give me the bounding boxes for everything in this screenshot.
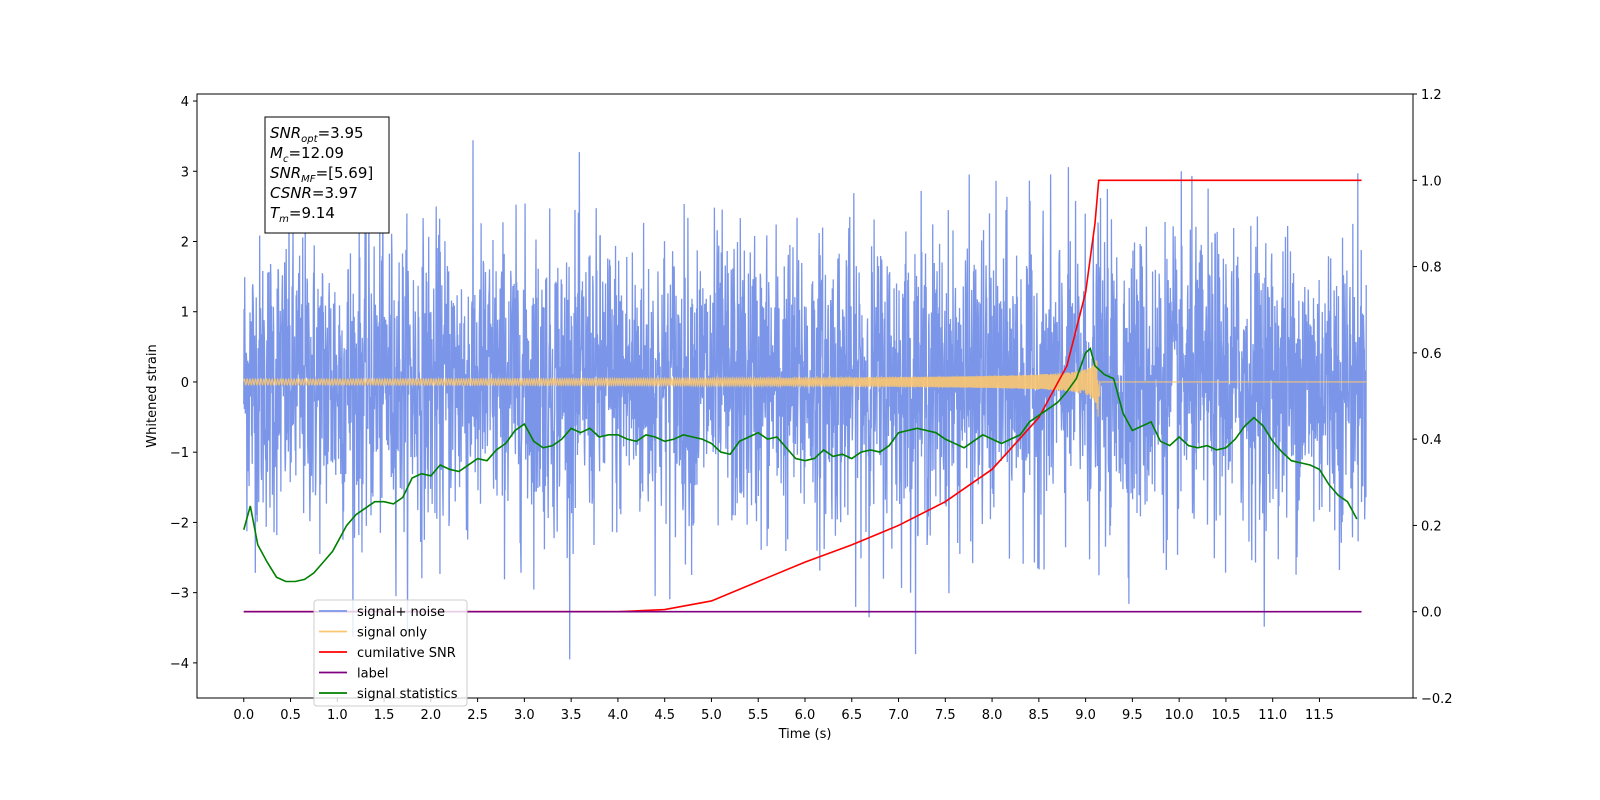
x-tick-label: 3.0 <box>514 708 535 723</box>
y2-tick-label: 1.0 <box>1421 174 1442 189</box>
y-tick-label: 0 <box>181 376 189 391</box>
series-signal-only <box>243 360 1367 417</box>
stats-annotation-box: SNRopt=3.95Mc=12.09SNRMF=[5.69]CSNR=3.97… <box>264 116 390 234</box>
x-axis: 0.0 0.5 1.0 1.5 2.0 2.5 3.0 3.5 4.0 4.5 5.0 5.5 6.0 6… <box>233 698 1334 723</box>
annotation-line: Tm=9.14 <box>270 204 335 225</box>
y2-tick-label: 0.2 <box>1421 519 1442 534</box>
annotation-line: Mc=12.09 <box>270 144 344 165</box>
x-tick-label: 8.5 <box>1029 708 1050 723</box>
legend: signal+ noise signal only cumilative SNR la… <box>313 599 468 707</box>
y-tick-label: 1 <box>181 306 189 321</box>
legend-label: signal only <box>357 626 427 641</box>
x-tick-label: 8.0 <box>982 708 1003 723</box>
series-cumilative-snr <box>243 179 1362 613</box>
x-tick-label: 7.5 <box>935 708 956 723</box>
x-tick-label: 0.5 <box>280 708 301 723</box>
series-signal-noise <box>243 140 1367 660</box>
x-tick-label: 11.5 <box>1305 708 1334 723</box>
x-tick-label: 3.5 <box>561 708 582 723</box>
annotation-line: CSNR=3.97 <box>270 184 358 202</box>
x-tick-label: 5.0 <box>701 708 722 723</box>
y-tick-label: −4 <box>170 657 189 672</box>
x-tick-label: 0.0 <box>233 708 254 723</box>
y2-tick-label: 0.0 <box>1421 606 1442 621</box>
x-axis-label: Time (s) <box>778 727 832 742</box>
series-signal-statistics <box>242 347 1358 583</box>
legend-label: label <box>357 667 388 682</box>
x-tick-label: 2.5 <box>467 708 488 723</box>
y-tick-label: 4 <box>181 95 189 110</box>
x-tick-label: 6.0 <box>795 708 816 723</box>
y-tick-label: 3 <box>181 165 189 180</box>
y2-tick-label: 0.8 <box>1421 261 1442 276</box>
legend-frame <box>313 599 468 707</box>
annotation-line: SNRopt=3.95 <box>270 124 364 145</box>
x-tick-label: 7.0 <box>888 708 909 723</box>
y-tick-label: −3 <box>170 587 189 602</box>
x-tick-label: 10.0 <box>1165 708 1194 723</box>
legend-label: signal statistics <box>357 687 458 702</box>
annotation-box <box>264 116 390 234</box>
y-axis-label: Whitened strain <box>145 344 160 447</box>
x-tick-label: 11.0 <box>1258 708 1287 723</box>
x-tick-label: 9.0 <box>1075 708 1096 723</box>
plot-area <box>242 140 1367 660</box>
annotation-line: SNRMF=[5.69] <box>270 164 373 185</box>
y-tick-label: −2 <box>170 516 189 531</box>
x-tick-label: 4.0 <box>608 708 629 723</box>
x-tick-label: 6.5 <box>841 708 862 723</box>
legend-label: cumilative SNR <box>357 646 456 661</box>
y2-tick-label: −0.2 <box>1421 692 1453 707</box>
y-tick-label: 2 <box>181 235 189 250</box>
x-tick-label: 5.5 <box>748 708 769 723</box>
y-axis-right: −0.2 0.0 0.2 0.4 0.6 0.8 1.0 1.2 <box>1413 88 1453 707</box>
y-tick-label: −1 <box>170 446 189 461</box>
x-tick-label: 4.5 <box>654 708 675 723</box>
x-tick-label: 10.5 <box>1211 708 1240 723</box>
y-axis-left: −4 −3 −2 −1 0 1 2 3 4 <box>170 95 197 672</box>
y2-tick-label: 1.2 <box>1421 88 1442 103</box>
x-tick-label: 1.0 <box>327 708 348 723</box>
x-tick-label: 2.0 <box>421 708 442 723</box>
y2-tick-label: 0.6 <box>1421 347 1442 362</box>
legend-label: signal+ noise <box>357 605 445 620</box>
x-tick-label: 9.5 <box>1122 708 1143 723</box>
x-tick-label: 1.5 <box>374 708 395 723</box>
y2-tick-label: 0.4 <box>1421 433 1442 448</box>
